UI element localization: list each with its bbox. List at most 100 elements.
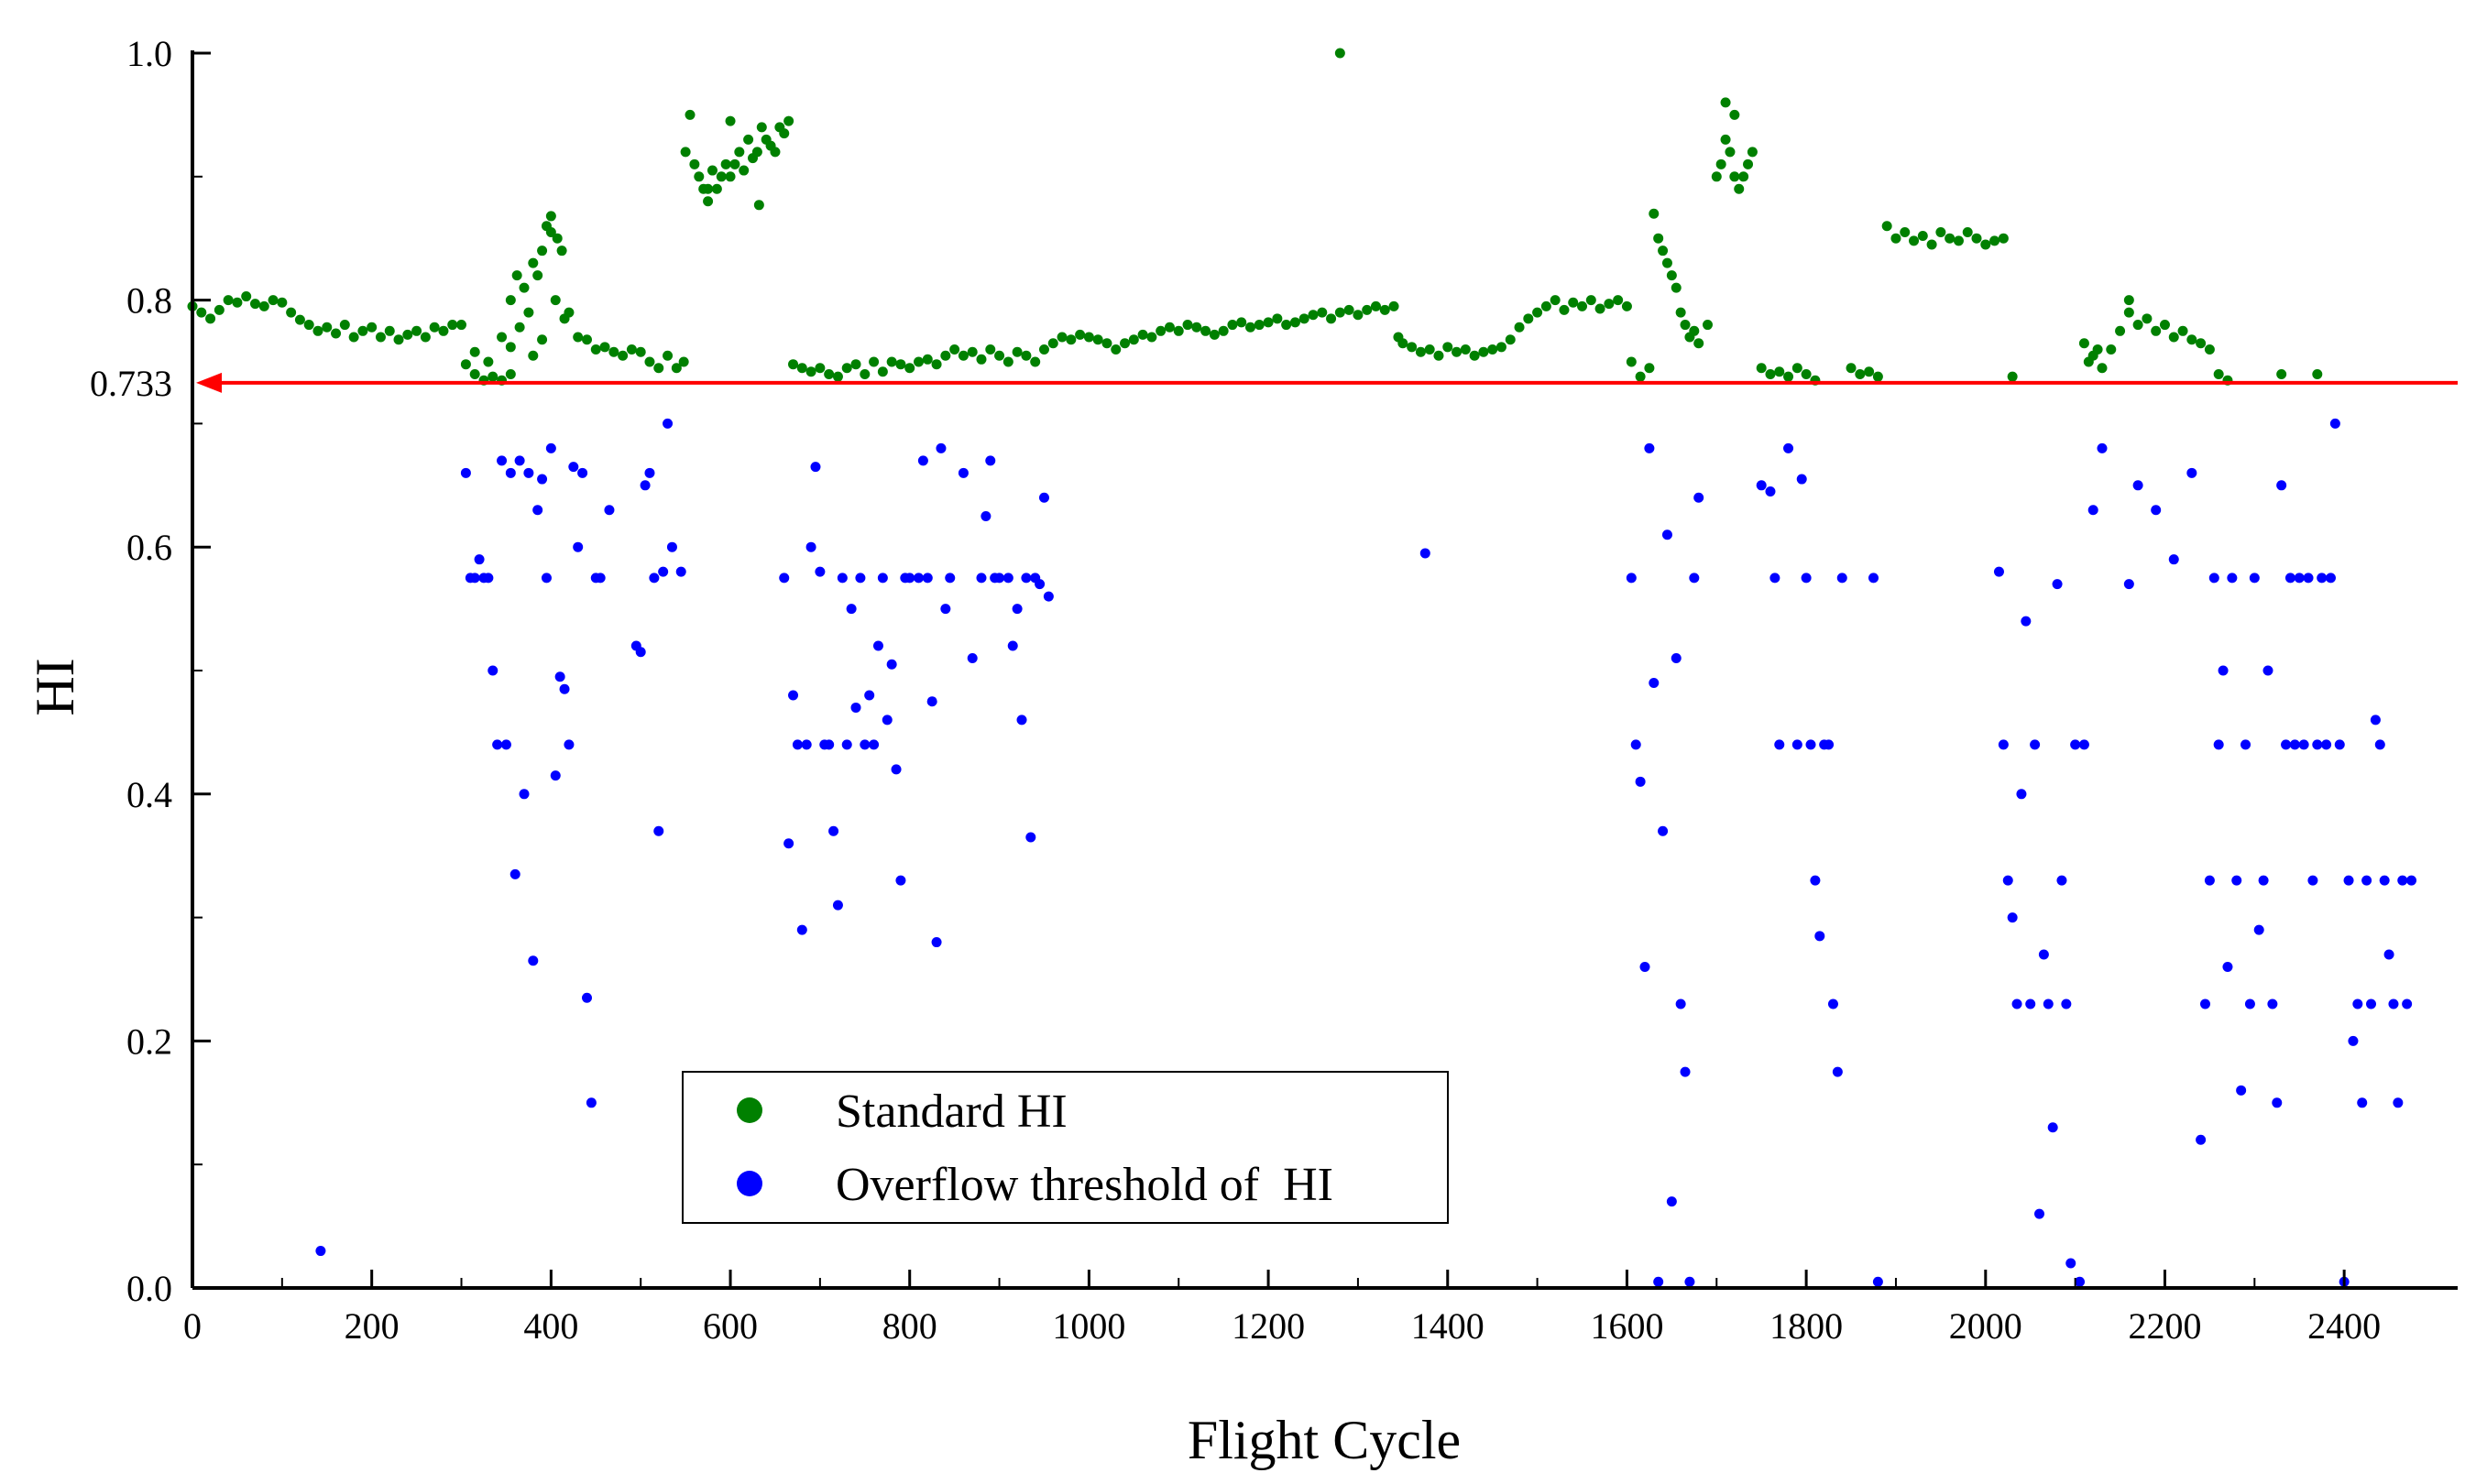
standard-hi-point xyxy=(438,325,449,336)
standard-hi-point xyxy=(497,332,508,343)
standard-hi-point xyxy=(1002,356,1013,367)
overflow-threshold-point xyxy=(1016,715,1027,726)
standard-hi-point xyxy=(429,322,440,333)
standard-hi-point xyxy=(1334,48,1345,59)
standard-hi-point xyxy=(850,359,861,370)
standard-hi-point xyxy=(1971,233,1982,244)
overflow-threshold-point xyxy=(1684,1276,1695,1287)
x-tick-label-1400: 1400 xyxy=(1411,1305,1484,1347)
overflow-threshold-point xyxy=(922,573,933,584)
standard-hi-point xyxy=(1200,325,1211,336)
standard-hi-point xyxy=(815,363,826,374)
standard-hi-point xyxy=(1980,239,1991,250)
standard-hi-point xyxy=(2123,295,2134,306)
standard-hi-point xyxy=(694,171,705,182)
standard-hi-point xyxy=(1469,350,1480,361)
standard-hi-point xyxy=(1424,344,1435,355)
standard-hi-point xyxy=(1747,147,1758,158)
overflow-threshold-point xyxy=(460,467,471,478)
standard-hi-point xyxy=(1030,356,1041,367)
overflow-threshold-point xyxy=(2307,875,2318,886)
standard-hi-point xyxy=(1415,346,1426,357)
standard-hi-point xyxy=(556,246,567,256)
overflow-threshold-point xyxy=(474,554,485,565)
standard-hi-point xyxy=(949,344,960,355)
standard-hi-point xyxy=(505,342,516,353)
overflow-threshold-point xyxy=(497,455,508,466)
standard-hi-point xyxy=(1514,322,1525,333)
legend-label-overflow-threshold: Overflow threshold of HI xyxy=(836,1159,1333,1211)
standard-hi-point xyxy=(1343,304,1354,315)
overflow-threshold-point xyxy=(550,770,561,781)
standard-hi-point xyxy=(411,325,422,336)
overflow-threshold-point xyxy=(519,789,530,800)
y-tick-label-0.6: 0.6 xyxy=(126,527,172,568)
overflow-threshold-point xyxy=(2227,573,2238,584)
standard-hi-point xyxy=(2078,338,2089,349)
overflow-threshold-point xyxy=(891,764,902,775)
standard-hi-point xyxy=(537,246,548,256)
standard-hi-point xyxy=(1653,233,1664,244)
standard-hi-point xyxy=(1635,371,1646,382)
standard-hi-point xyxy=(1783,371,1794,382)
standard-hi-point xyxy=(985,344,996,355)
standard-hi-point xyxy=(653,363,664,374)
standard-hi-point xyxy=(1245,322,1256,333)
standard-hi-point xyxy=(1953,235,1964,246)
standard-hi-point xyxy=(1550,295,1561,306)
overflow-threshold-point xyxy=(315,1246,326,1257)
overflow-threshold-point xyxy=(1783,442,1794,453)
y-tick-label-1: 1.0 xyxy=(126,33,172,74)
overflow-threshold-point xyxy=(815,566,826,577)
standard-hi-point xyxy=(805,366,816,377)
standard-hi-point xyxy=(2132,320,2143,331)
overflow-threshold-point xyxy=(1419,548,1430,559)
standard-hi-point xyxy=(564,307,575,318)
overflow-threshold-point xyxy=(1998,739,2009,750)
overflow-threshold-point xyxy=(2075,1276,2086,1287)
standard-hi-point xyxy=(1442,342,1453,353)
standard-hi-point xyxy=(573,332,584,343)
overflow-threshold-point xyxy=(2402,998,2413,1009)
standard-hi-point xyxy=(339,320,350,331)
overflow-threshold-point xyxy=(945,573,956,584)
overflow-threshold-point xyxy=(872,640,883,651)
overflow-threshold-point xyxy=(2016,789,2027,800)
standard-hi-point xyxy=(420,332,431,343)
standard-hi-point xyxy=(976,354,987,365)
standard-hi-point xyxy=(1658,246,1669,256)
standard-hi-point xyxy=(1128,334,1139,345)
overflow-threshold-point xyxy=(1693,492,1704,503)
overflow-threshold-point xyxy=(914,573,925,584)
x-tick-label-400: 400 xyxy=(523,1305,578,1347)
standard-hi-point xyxy=(2204,344,2215,355)
overflow-threshold-point xyxy=(2208,573,2219,584)
overflow-threshold-point xyxy=(2294,573,2305,584)
standard-hi-point xyxy=(523,307,534,318)
standard-hi-point xyxy=(1495,342,1506,353)
overflow-threshold-point xyxy=(1814,931,1825,942)
overflow-threshold-point xyxy=(850,702,861,713)
standard-hi-point xyxy=(2276,368,2287,379)
legend-box xyxy=(682,1071,1449,1224)
standard-hi-point xyxy=(232,297,243,308)
overflow-threshold-point xyxy=(2034,1208,2045,1219)
overflow-threshold-point xyxy=(2043,998,2054,1009)
overflow-threshold-point xyxy=(1680,1066,1691,1077)
standard-hi-point xyxy=(1680,320,1691,331)
standard-hi-point xyxy=(739,165,750,176)
overflow-threshold-point xyxy=(2204,875,2215,886)
standard-hi-point xyxy=(447,320,458,331)
standard-hi-point xyxy=(940,350,951,361)
overflow-threshold-point xyxy=(1639,962,1650,973)
overflow-threshold-point xyxy=(2388,998,2399,1009)
standard-hi-point xyxy=(1756,363,1767,374)
overflow-threshold-point xyxy=(2303,573,2314,584)
standard-hi-point xyxy=(2168,332,2179,343)
standard-hi-point xyxy=(1092,334,1103,345)
standard-hi-point xyxy=(223,295,234,306)
series-0 xyxy=(187,48,2323,386)
overflow-threshold-point xyxy=(981,511,991,521)
overflow-threshold-point xyxy=(877,573,888,584)
overflow-threshold-point xyxy=(568,462,579,473)
